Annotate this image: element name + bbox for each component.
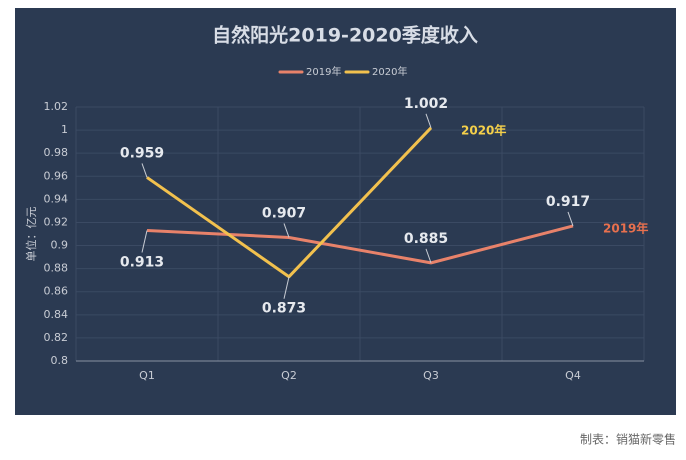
x-tick-label: Q3 bbox=[423, 369, 439, 382]
y-tick-label: 0.86 bbox=[44, 285, 69, 298]
series-line bbox=[146, 126, 433, 279]
data-label: 0.917 bbox=[546, 194, 590, 210]
y-tick-label: 0.88 bbox=[44, 262, 69, 275]
y-tick-label: 1.02 bbox=[44, 100, 69, 113]
series-end-label: 2020年 bbox=[461, 122, 506, 137]
label-leader bbox=[283, 223, 290, 238]
series-line bbox=[146, 224, 574, 265]
data-label: 0.913 bbox=[120, 255, 164, 271]
label-leader bbox=[567, 211, 574, 227]
x-tick-label: Q2 bbox=[281, 369, 297, 382]
y-tick-label: 0.96 bbox=[44, 169, 69, 182]
x-tick-label: Q1 bbox=[139, 369, 155, 382]
chart-background bbox=[15, 8, 676, 415]
source-note: 制表：销猫新零售 bbox=[580, 432, 676, 447]
y-tick-label: 0.94 bbox=[44, 192, 69, 205]
data-label: 0.885 bbox=[404, 231, 448, 247]
data-label: 1.002 bbox=[404, 96, 448, 112]
label-leader bbox=[283, 276, 290, 299]
data-label: 0.907 bbox=[262, 205, 306, 221]
chart-title: 自然阳光2019-2020季度收入 bbox=[212, 24, 478, 47]
label-leader bbox=[141, 230, 148, 253]
y-axis-label: 单位：亿元 bbox=[24, 207, 38, 262]
data-label: 0.873 bbox=[262, 301, 306, 317]
label-leader bbox=[425, 248, 432, 264]
y-tick-label: 0.9 bbox=[51, 239, 69, 252]
series-end-label: 2019年 bbox=[603, 220, 648, 235]
legend-label: 2019年 bbox=[306, 65, 341, 78]
y-tick-label: 0.82 bbox=[44, 331, 69, 344]
x-tick-label: Q4 bbox=[565, 369, 581, 382]
data-label: 0.959 bbox=[120, 145, 164, 161]
legend-label: 2020年 bbox=[372, 65, 407, 78]
y-tick-label: 1 bbox=[61, 123, 68, 136]
label-leader bbox=[141, 163, 148, 178]
y-tick-label: 0.98 bbox=[44, 146, 69, 159]
label-leader bbox=[425, 113, 432, 128]
y-tick-label: 0.8 bbox=[51, 354, 69, 367]
y-tick-label: 0.84 bbox=[44, 308, 69, 321]
y-tick-label: 0.92 bbox=[44, 215, 69, 228]
